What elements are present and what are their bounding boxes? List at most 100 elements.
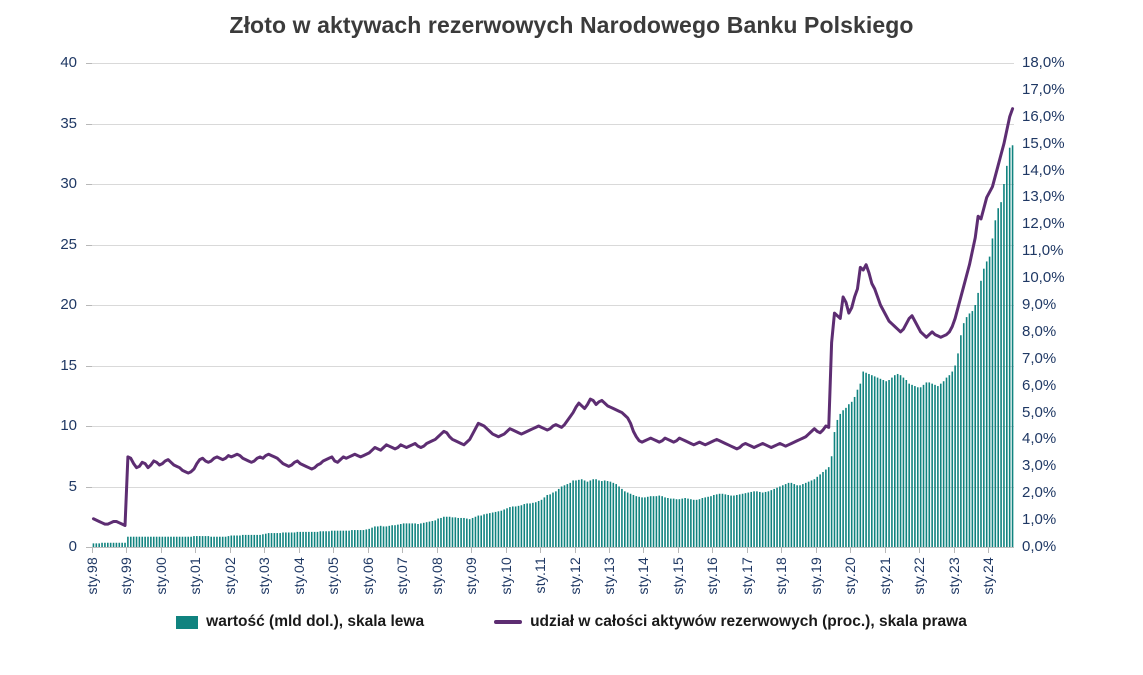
x-axis-tick-label: sty.15 (669, 557, 686, 595)
bar (460, 517, 462, 547)
bar (882, 380, 885, 547)
bar (313, 531, 316, 548)
bar (968, 313, 971, 547)
bar (555, 491, 557, 547)
bar (764, 491, 767, 547)
bar (489, 513, 491, 547)
bar (695, 499, 698, 547)
bar (560, 486, 563, 547)
bar (827, 467, 830, 547)
bar (738, 494, 741, 547)
line-swatch-icon (494, 620, 523, 624)
bar (612, 482, 615, 547)
bar (273, 533, 276, 547)
bar (804, 482, 807, 547)
bar (598, 480, 600, 547)
bar (253, 534, 256, 547)
bar (644, 497, 646, 547)
bar (259, 534, 261, 547)
bar (437, 518, 439, 547)
bar (333, 530, 336, 548)
bar (397, 524, 399, 547)
bar (916, 387, 919, 547)
bar (609, 481, 612, 547)
bar (557, 488, 560, 547)
bar (736, 494, 738, 547)
x-axis-tick (195, 547, 197, 553)
bar (454, 517, 457, 548)
bar (285, 532, 287, 547)
bar (994, 220, 997, 548)
bar (816, 476, 819, 547)
bar (733, 495, 735, 547)
y-axis-left-tick (86, 547, 92, 548)
bar (546, 494, 549, 547)
bar (420, 523, 422, 547)
bar (224, 536, 227, 547)
bar (181, 536, 184, 547)
bar (201, 536, 204, 547)
bar (388, 525, 391, 547)
bar (175, 536, 178, 547)
bar (606, 481, 609, 548)
x-axis-tick-label: sty.09 (463, 557, 480, 595)
bar (868, 373, 870, 547)
bar (132, 536, 135, 547)
bar (308, 531, 310, 548)
bar (213, 536, 215, 547)
bar (759, 491, 761, 547)
bar (497, 511, 500, 548)
x-axis-tick-label: sty.03 (256, 557, 273, 595)
bar (445, 516, 448, 547)
bar (500, 510, 503, 547)
x-axis-tick (264, 547, 266, 553)
bar (715, 494, 718, 547)
x-axis-tick (298, 547, 300, 553)
bar (675, 499, 678, 547)
bar (580, 479, 583, 547)
y-axis-left-tick (86, 63, 92, 64)
bar (98, 543, 100, 547)
bar (908, 383, 910, 547)
bar (939, 383, 942, 547)
bar (583, 480, 586, 547)
legend-item-line[interactable]: udział w całości aktywów rezerwowych (pr… (494, 613, 967, 631)
bar (322, 531, 325, 547)
y-axis-left-tick (86, 305, 92, 306)
bar (250, 534, 253, 547)
bar (109, 542, 112, 547)
x-axis-tick-label: sty.06 (359, 557, 376, 595)
y-axis-left-tick-label: 15 (60, 356, 77, 374)
bar (753, 491, 755, 547)
bar (161, 536, 164, 547)
legend-item-bar[interactable]: wartość (mld dol.), skala lewa (176, 613, 424, 631)
bar (118, 542, 121, 547)
y-axis-right-tick-label: 4,0% (1022, 430, 1057, 448)
x-axis-tick (367, 547, 369, 553)
bar (649, 496, 652, 547)
bar (405, 523, 408, 547)
bar (144, 536, 146, 547)
bar (879, 378, 882, 547)
y-axis-right-tick-label: 13,0% (1022, 188, 1065, 206)
bar (850, 401, 853, 547)
bar (862, 371, 865, 547)
bar (523, 504, 526, 547)
gridline (92, 305, 1014, 306)
legend-label-bar: wartość (mld dol.), skala lewa (206, 613, 425, 630)
bar (770, 490, 773, 547)
bar (198, 536, 201, 547)
x-axis-tick-label: sty.16 (704, 557, 721, 595)
gridline (92, 123, 1014, 125)
bar (319, 531, 322, 547)
bar (1006, 165, 1008, 547)
bar (690, 499, 692, 547)
bar (457, 517, 460, 547)
bar (586, 481, 589, 547)
bar (411, 523, 414, 547)
bar (196, 536, 198, 547)
x-axis-tick-label: sty.21 (876, 557, 893, 595)
bar (615, 484, 617, 547)
bar (121, 542, 123, 547)
bar (891, 377, 893, 547)
